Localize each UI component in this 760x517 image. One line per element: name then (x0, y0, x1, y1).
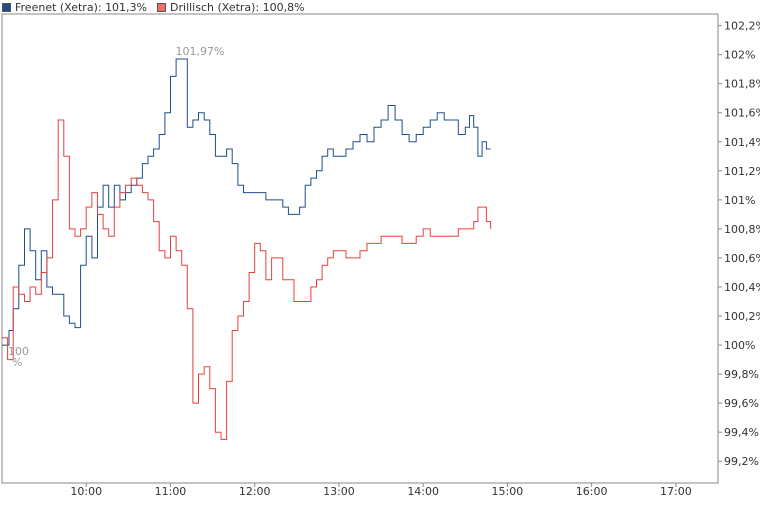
y-tick-label: 102,2% (724, 20, 760, 33)
plot-frame (1, 13, 719, 484)
annotation-label: % (12, 356, 22, 369)
legend-swatch-drillisch (157, 2, 167, 12)
legend-label-drillisch: Drillisch (Xetra): 100,8% (170, 0, 305, 14)
y-tick-label: 99,2% (724, 455, 759, 468)
x-tick-label: 12:00 (239, 485, 271, 498)
y-tick-label: 99,4% (724, 426, 759, 439)
y-tick-label: 100,6% (724, 252, 760, 265)
y-tick-label: 99,6% (724, 397, 759, 410)
annotation-label: 100 (8, 345, 29, 358)
y-tick-label: 101% (724, 194, 755, 207)
y-tick-label: 101,4% (724, 136, 760, 149)
y-tick-label: 100,2% (724, 310, 760, 323)
y-tick-label: 101,6% (724, 107, 760, 120)
y-tick-label: 101,2% (724, 165, 760, 178)
series-line-drillisch (2, 119, 492, 440)
x-tick-label: 10:00 (70, 485, 102, 498)
series-line-freenet (2, 58, 491, 346)
x-tick-label: 17:00 (660, 485, 692, 498)
legend-swatch-freenet (2, 2, 11, 12)
y-tick-label: 100,4% (724, 281, 760, 294)
y-tick-label: 100,8% (724, 223, 760, 236)
y-tick-label: 99,8% (724, 368, 759, 381)
x-tick-label: 16:00 (576, 485, 608, 498)
chart-legend: Freenet (Xetra): 101,3% Drillisch (Xetra… (2, 0, 315, 14)
y-tick-label: 101,8% (724, 78, 760, 91)
annotation-label: 101,97% (175, 45, 224, 58)
legend-item-freenet: Freenet (Xetra): 101,3% (2, 1, 147, 14)
legend-item-drillisch: Drillisch (Xetra): 100,8% (157, 1, 305, 14)
x-tick-label: 11:00 (155, 485, 187, 498)
legend-label-freenet: Freenet (Xetra): 101,3% (15, 0, 148, 14)
y-tick-label: 100% (724, 339, 755, 352)
y-tick-label: 102% (724, 49, 755, 62)
x-tick-label: 13:00 (323, 485, 355, 498)
x-tick-label: 14:00 (407, 485, 439, 498)
x-tick-label: 15:00 (492, 485, 524, 498)
